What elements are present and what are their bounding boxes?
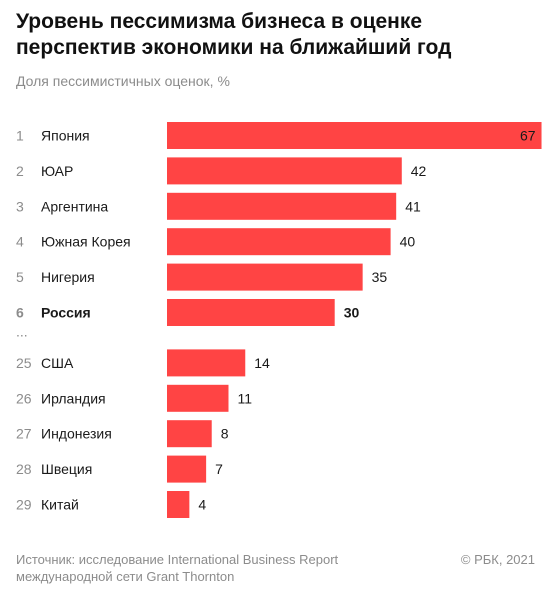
source-note: Источник: исследование International Bus… xyxy=(16,552,339,584)
row-3-rank: 3 xyxy=(16,198,24,214)
row-10-bar xyxy=(167,455,207,483)
row-8-value: 11 xyxy=(237,390,252,406)
row-4-value: 40 xyxy=(400,234,416,250)
row-9-label: Индонезия xyxy=(41,426,112,442)
row-9-rank: 27 xyxy=(16,426,32,442)
row-10-label: Швеция xyxy=(41,461,92,477)
row-7-bar xyxy=(167,349,246,377)
row-6-value: 30 xyxy=(344,305,360,321)
row-3-value: 41 xyxy=(405,198,421,214)
row-1-bar xyxy=(167,122,542,149)
row-11-value: 4 xyxy=(198,497,206,513)
row-2-label: ЮАР xyxy=(41,163,73,179)
row-7-rank: 25 xyxy=(16,355,32,371)
row-6-label: Россия xyxy=(41,305,91,321)
row-3-bar xyxy=(167,192,397,220)
row-2-rank: 2 xyxy=(16,163,24,179)
row-11-rank: 29 xyxy=(16,497,32,513)
row-5-bar xyxy=(167,263,363,291)
row-6-rank: 6 xyxy=(16,305,24,321)
row-9-bar xyxy=(167,420,212,448)
row-11-label: Китай xyxy=(41,497,79,513)
row-7-label: США xyxy=(41,355,74,371)
row-6-bar xyxy=(167,299,335,326)
chart-title: Уровень пессимизма бизнеса в оценке перс… xyxy=(16,10,452,59)
row-7-value: 14 xyxy=(254,355,270,371)
row-8-bar xyxy=(167,384,229,412)
chart-subtitle: Доля пессимистичных оценок, % xyxy=(16,73,230,89)
row-5-label: Нигерия xyxy=(41,269,95,285)
row-3-label: Аргентина xyxy=(41,198,108,214)
row-8-label: Ирландия xyxy=(41,390,106,406)
row-11-bar xyxy=(167,491,190,518)
row-4-bar xyxy=(167,228,391,256)
row-1-rank: 1 xyxy=(16,128,24,144)
row-4-rank: 4 xyxy=(16,234,24,250)
row-2-bar xyxy=(167,157,402,185)
row-10-value: 7 xyxy=(215,461,223,477)
row-5-value: 35 xyxy=(372,269,388,285)
row-5-rank: 5 xyxy=(16,269,24,285)
row-1-value: 67 xyxy=(520,128,536,144)
row-9-value: 8 xyxy=(221,426,229,442)
row-10-rank: 28 xyxy=(16,461,32,477)
row-2-value: 42 xyxy=(411,163,427,179)
row-1-label: Япония xyxy=(41,128,90,144)
bar-chart: 1 Япония 672 ЮАР 423 Аргентина 414 Южная Корея 4… xyxy=(16,122,542,518)
gap-ellipsis: ... xyxy=(16,323,28,339)
row-4-label: Южная Корея xyxy=(41,234,131,250)
row-8-rank: 26 xyxy=(16,390,32,406)
copyright: © РБК, 2021 xyxy=(460,552,535,567)
